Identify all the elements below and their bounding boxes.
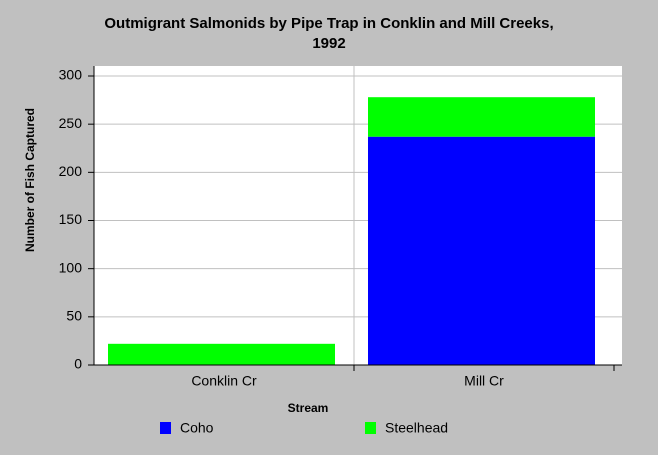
legend-label: Steelhead [385, 420, 448, 436]
y-tick-label: 50 [66, 308, 82, 324]
y-tick-label: 150 [59, 211, 83, 227]
bar-segment [108, 343, 335, 365]
legend-swatch [365, 422, 376, 434]
x-tick-label: Mill Cr [464, 373, 504, 389]
y-tick-label: 100 [59, 259, 83, 275]
chart-title: Outmigrant Salmonids by Pipe Trap in Con… [104, 15, 553, 32]
x-tick-label: Conklin Cr [191, 373, 257, 389]
legend-label: Coho [180, 420, 214, 436]
bar-segment [368, 136, 595, 365]
y-tick-label: 200 [59, 163, 83, 179]
y-tick-label: 0 [74, 356, 82, 372]
bar-segment [368, 97, 595, 137]
chart-title: 1992 [312, 35, 345, 52]
legend-swatch [160, 422, 171, 434]
y-tick-label: 300 [59, 67, 83, 83]
y-axis-label: Number of Fish Captured [23, 108, 37, 252]
y-tick-label: 250 [59, 115, 83, 131]
x-axis-label: Stream [288, 401, 329, 415]
